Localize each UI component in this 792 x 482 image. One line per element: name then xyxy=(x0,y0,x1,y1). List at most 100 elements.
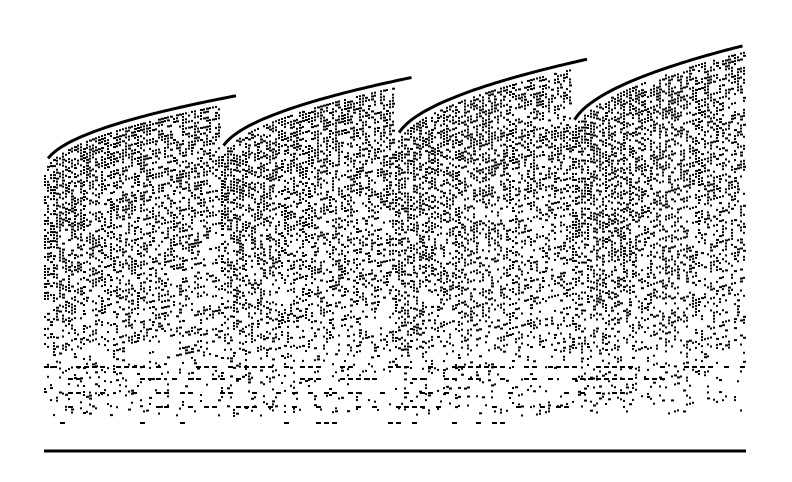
dot-mark xyxy=(260,186,262,189)
dot-mark xyxy=(425,387,427,390)
dot-mark xyxy=(332,279,334,282)
dot-mark xyxy=(230,264,232,267)
dot-mark xyxy=(146,130,148,133)
dot-mark xyxy=(224,273,226,276)
dot-mark xyxy=(332,294,334,297)
dot-mark xyxy=(119,279,121,282)
dot-mark xyxy=(248,255,251,258)
dot-mark xyxy=(260,288,262,291)
dot-mark xyxy=(134,307,136,310)
dot-mark xyxy=(395,211,398,213)
dot-mark xyxy=(422,223,424,226)
dot-mark xyxy=(164,318,166,321)
dot-mark xyxy=(179,125,181,128)
dot-mark xyxy=(173,157,176,159)
dot-mark xyxy=(287,115,290,118)
dot-mark xyxy=(176,144,178,147)
dot-mark xyxy=(350,220,353,223)
dot-mark xyxy=(125,259,127,262)
dot-mark xyxy=(416,227,419,230)
dot-mark xyxy=(422,265,425,268)
dot-mark xyxy=(242,150,244,153)
dot-mark xyxy=(320,231,323,234)
dot-mark xyxy=(251,193,254,196)
dot-mark xyxy=(359,116,361,119)
dot-mark xyxy=(116,349,119,352)
dot-mark xyxy=(233,177,235,180)
dot-mark xyxy=(395,358,397,360)
dot-mark xyxy=(182,361,184,364)
dot-mark xyxy=(323,326,325,329)
dot-mark xyxy=(305,236,307,238)
dot-mark xyxy=(137,373,140,375)
dot-mark xyxy=(266,312,268,315)
dot-mark xyxy=(176,216,178,219)
dot-mark xyxy=(290,144,293,147)
dot-mark xyxy=(83,157,86,159)
dot-mark xyxy=(425,138,428,141)
dot-mark xyxy=(401,138,403,141)
dot-mark xyxy=(314,359,316,362)
dot-mark xyxy=(167,134,169,137)
dot-mark xyxy=(230,306,232,309)
dot-mark xyxy=(413,127,415,130)
dot-mark xyxy=(329,124,331,126)
dot-mark xyxy=(425,123,427,126)
dot-mark xyxy=(227,261,229,264)
dot-mark xyxy=(320,261,322,264)
dot-mark xyxy=(59,283,62,286)
dot-mark xyxy=(131,149,133,152)
dot-mark xyxy=(50,255,52,258)
dot-mark xyxy=(68,287,70,290)
dot-mark xyxy=(233,159,236,162)
dot-mark xyxy=(56,204,59,207)
dot-mark xyxy=(95,200,98,203)
dot-mark xyxy=(380,333,382,336)
dot-mark xyxy=(353,189,355,192)
dot-mark xyxy=(332,288,335,291)
dot-mark xyxy=(131,308,133,311)
dot-mark xyxy=(269,407,271,410)
dot-mark xyxy=(68,182,71,185)
dot-mark xyxy=(338,121,341,124)
dot-mark xyxy=(395,151,397,153)
dot-mark xyxy=(233,174,235,177)
dot-mark xyxy=(194,362,197,365)
dot-mark xyxy=(317,358,320,361)
dot-mark xyxy=(131,302,134,305)
dot-mark xyxy=(71,228,74,231)
dot-mark xyxy=(311,225,313,228)
dot-mark xyxy=(368,144,371,147)
dot-mark xyxy=(140,237,143,240)
dot-mark xyxy=(248,390,250,393)
dot-mark xyxy=(128,213,130,216)
dot-mark xyxy=(188,207,190,210)
dot-mark xyxy=(296,142,299,145)
dot-mark xyxy=(110,294,112,297)
dot-mark xyxy=(68,260,70,263)
dot-mark xyxy=(269,143,271,146)
dot-mark xyxy=(404,324,407,327)
dot-mark xyxy=(431,248,434,251)
dot-mark xyxy=(161,135,163,138)
dot-mark xyxy=(137,142,139,144)
dot-mark xyxy=(308,112,311,114)
dot-mark xyxy=(152,321,155,324)
dot-mark xyxy=(44,268,46,270)
dot-mark xyxy=(299,123,301,126)
dot-mark xyxy=(230,360,233,363)
dot-mark xyxy=(101,321,103,324)
dot-mark xyxy=(164,285,167,288)
dot-mark xyxy=(437,161,439,164)
dot-mark xyxy=(116,184,118,187)
dot-mark xyxy=(221,357,224,359)
dot-mark xyxy=(299,168,301,171)
dot-mark xyxy=(290,213,292,216)
dot-mark xyxy=(98,139,101,142)
dot-mark xyxy=(248,291,250,294)
dot-mark xyxy=(248,372,251,375)
dot-mark xyxy=(362,337,364,340)
dot-mark xyxy=(110,414,113,417)
dot-mark xyxy=(329,388,332,390)
dot-mark xyxy=(137,385,139,387)
